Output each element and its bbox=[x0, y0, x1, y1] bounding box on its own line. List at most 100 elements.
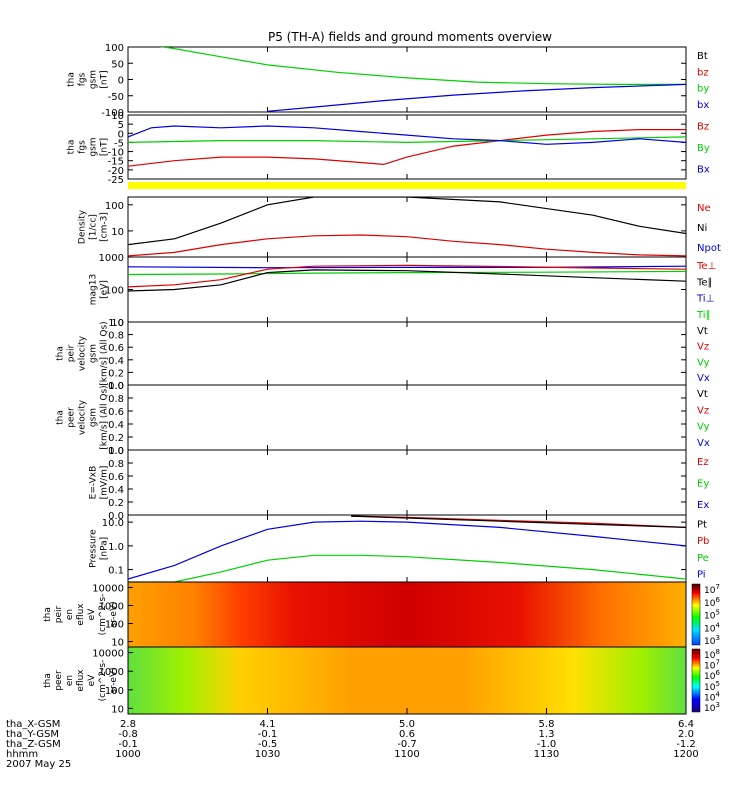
legend-Ex: Ex bbox=[697, 500, 709, 511]
footer-value: 5.8 bbox=[539, 719, 555, 730]
panel-frame-6 bbox=[127, 449, 687, 516]
footer-value: -0.1 bbox=[118, 739, 138, 750]
footer-value: 1130 bbox=[534, 749, 559, 760]
footer-value: -0.8 bbox=[118, 729, 138, 740]
ytick-label: 0.1 bbox=[108, 566, 124, 577]
ytick-label: 1.0 bbox=[108, 381, 124, 392]
legend-Vt: Vt bbox=[697, 389, 708, 400]
ytick-label: 1.0 bbox=[108, 318, 124, 329]
ytick-label: 10 bbox=[111, 318, 124, 329]
footer-value: 1.3 bbox=[539, 729, 555, 740]
spec-ytick-label: 100 bbox=[105, 620, 124, 631]
legend-Bt: Bt bbox=[697, 51, 708, 62]
ytick-label: 0.4 bbox=[108, 420, 124, 431]
ytick-label: 0.8 bbox=[108, 459, 124, 470]
colorbar-tick-label: 104 bbox=[704, 621, 720, 634]
legend-by: by bbox=[697, 84, 709, 95]
ytick-label: 0.4 bbox=[108, 356, 124, 367]
colorbar-tick-exponent: 3 bbox=[715, 634, 719, 642]
spec-ylabel-line: peer bbox=[54, 670, 64, 691]
ytick-label: 0.2 bbox=[108, 368, 124, 379]
ytick-label: 1000 bbox=[99, 253, 124, 264]
spec-ylabel-line: tha bbox=[43, 607, 53, 622]
legend-Pi: Pi bbox=[697, 570, 706, 581]
ytick-label: 0.6 bbox=[108, 343, 124, 354]
spectrogram-image-1 bbox=[128, 647, 686, 714]
ylabel-line: [1/cc] bbox=[89, 214, 99, 240]
series-Te∥ bbox=[128, 269, 686, 292]
colorbar-tick-exponent: 6 bbox=[715, 596, 720, 604]
legend-Ti∥: Ti∥ bbox=[696, 310, 711, 321]
ytick-label: 0 bbox=[118, 76, 124, 87]
quality-flag-bar bbox=[128, 182, 686, 189]
spec-ytick-label: 10 bbox=[111, 638, 124, 649]
series-Ni bbox=[128, 197, 686, 246]
legend-Pt: Pt bbox=[697, 519, 707, 530]
ytick-label: 100 bbox=[105, 201, 124, 212]
ytick-label: 0.6 bbox=[108, 472, 124, 483]
series-Ti⊥ bbox=[128, 265, 686, 269]
panel-frame-4 bbox=[127, 321, 687, 386]
legend-Ez: Ez bbox=[697, 457, 709, 468]
spec-ytick-label: 1000 bbox=[99, 601, 124, 612]
spec-ylabel-line: tha bbox=[43, 673, 53, 688]
series-Ti∥ bbox=[128, 270, 686, 276]
footer-value: -0.5 bbox=[258, 739, 278, 750]
legend-Vt: Vt bbox=[697, 326, 708, 337]
ytick-label: 0.0 bbox=[108, 381, 124, 392]
footer-label: 2007 May 25 bbox=[6, 759, 71, 770]
legend-bz: bz bbox=[697, 67, 709, 78]
footer-value: 1100 bbox=[394, 749, 419, 760]
footer-value: 4.1 bbox=[260, 719, 276, 730]
footer-label: tha_Y-GSM bbox=[6, 729, 59, 740]
spec-ytick-label: 10 bbox=[111, 704, 124, 715]
spec-ylabel-line: sr-eV) bbox=[109, 667, 119, 693]
colorbar-tick-label: 106 bbox=[704, 596, 720, 609]
spec-ylabel-line: eV bbox=[87, 674, 97, 687]
footer-value: 2.0 bbox=[678, 729, 694, 740]
series-By bbox=[128, 136, 686, 144]
legend-Vz: Vz bbox=[697, 405, 709, 416]
footer-value: 1200 bbox=[673, 749, 698, 760]
ytick-label: 0 bbox=[118, 129, 124, 140]
footer-value: -0.7 bbox=[397, 739, 417, 750]
ylabel-line: tha bbox=[56, 410, 66, 425]
colorbar-tick-exponent: 7 bbox=[715, 583, 719, 591]
ylabel-line: [km/s] (All Qs) bbox=[100, 321, 110, 385]
series-Pt bbox=[351, 515, 686, 528]
spec-ylabel-line: (cm^2-s- bbox=[98, 594, 108, 636]
footer-value: 5.0 bbox=[399, 719, 415, 730]
ytick-label: 10 bbox=[111, 111, 124, 122]
panel-frame-2 bbox=[127, 196, 687, 258]
legend-Pb: Pb bbox=[697, 536, 709, 547]
footer-value: 2.8 bbox=[120, 719, 136, 730]
footer-value: 0.6 bbox=[399, 729, 415, 740]
ylabel-line: [mV/m] bbox=[100, 466, 110, 500]
ytick-label: 1.0 bbox=[108, 542, 124, 553]
ylabel-line: peir bbox=[67, 344, 77, 362]
colorbar-tick-exponent: 7 bbox=[715, 659, 719, 667]
ytick-label: 1.0 bbox=[108, 446, 124, 457]
spec-ylabel-line: (cm^2-s- bbox=[98, 660, 108, 702]
ytick-label: -5 bbox=[114, 138, 124, 149]
spec-ylabel-line: eflux bbox=[76, 669, 86, 692]
legend-Vy: Vy bbox=[697, 357, 710, 368]
ylabel-line: [nPa] bbox=[100, 537, 110, 560]
legend-Vy: Vy bbox=[697, 422, 710, 433]
series-Pe bbox=[128, 554, 686, 582]
ylabel-line: gsm bbox=[89, 408, 99, 427]
ytick-label: 0.0 bbox=[108, 446, 124, 457]
ytick-label: -10 bbox=[108, 148, 124, 159]
ytick-label: -15 bbox=[108, 157, 124, 168]
ylabel-line: gsm bbox=[89, 137, 99, 156]
ylabel-line: fgs bbox=[78, 72, 88, 86]
ytick-label: 0.0 bbox=[108, 511, 124, 522]
legend-Pe: Pe bbox=[697, 553, 709, 564]
ytick-label: 100 bbox=[105, 286, 124, 297]
ylabel-line: [nT] bbox=[100, 138, 110, 156]
ytick-label: 0.8 bbox=[108, 394, 124, 405]
legend-Vx: Vx bbox=[697, 438, 710, 449]
panel-frame-5 bbox=[127, 384, 687, 451]
